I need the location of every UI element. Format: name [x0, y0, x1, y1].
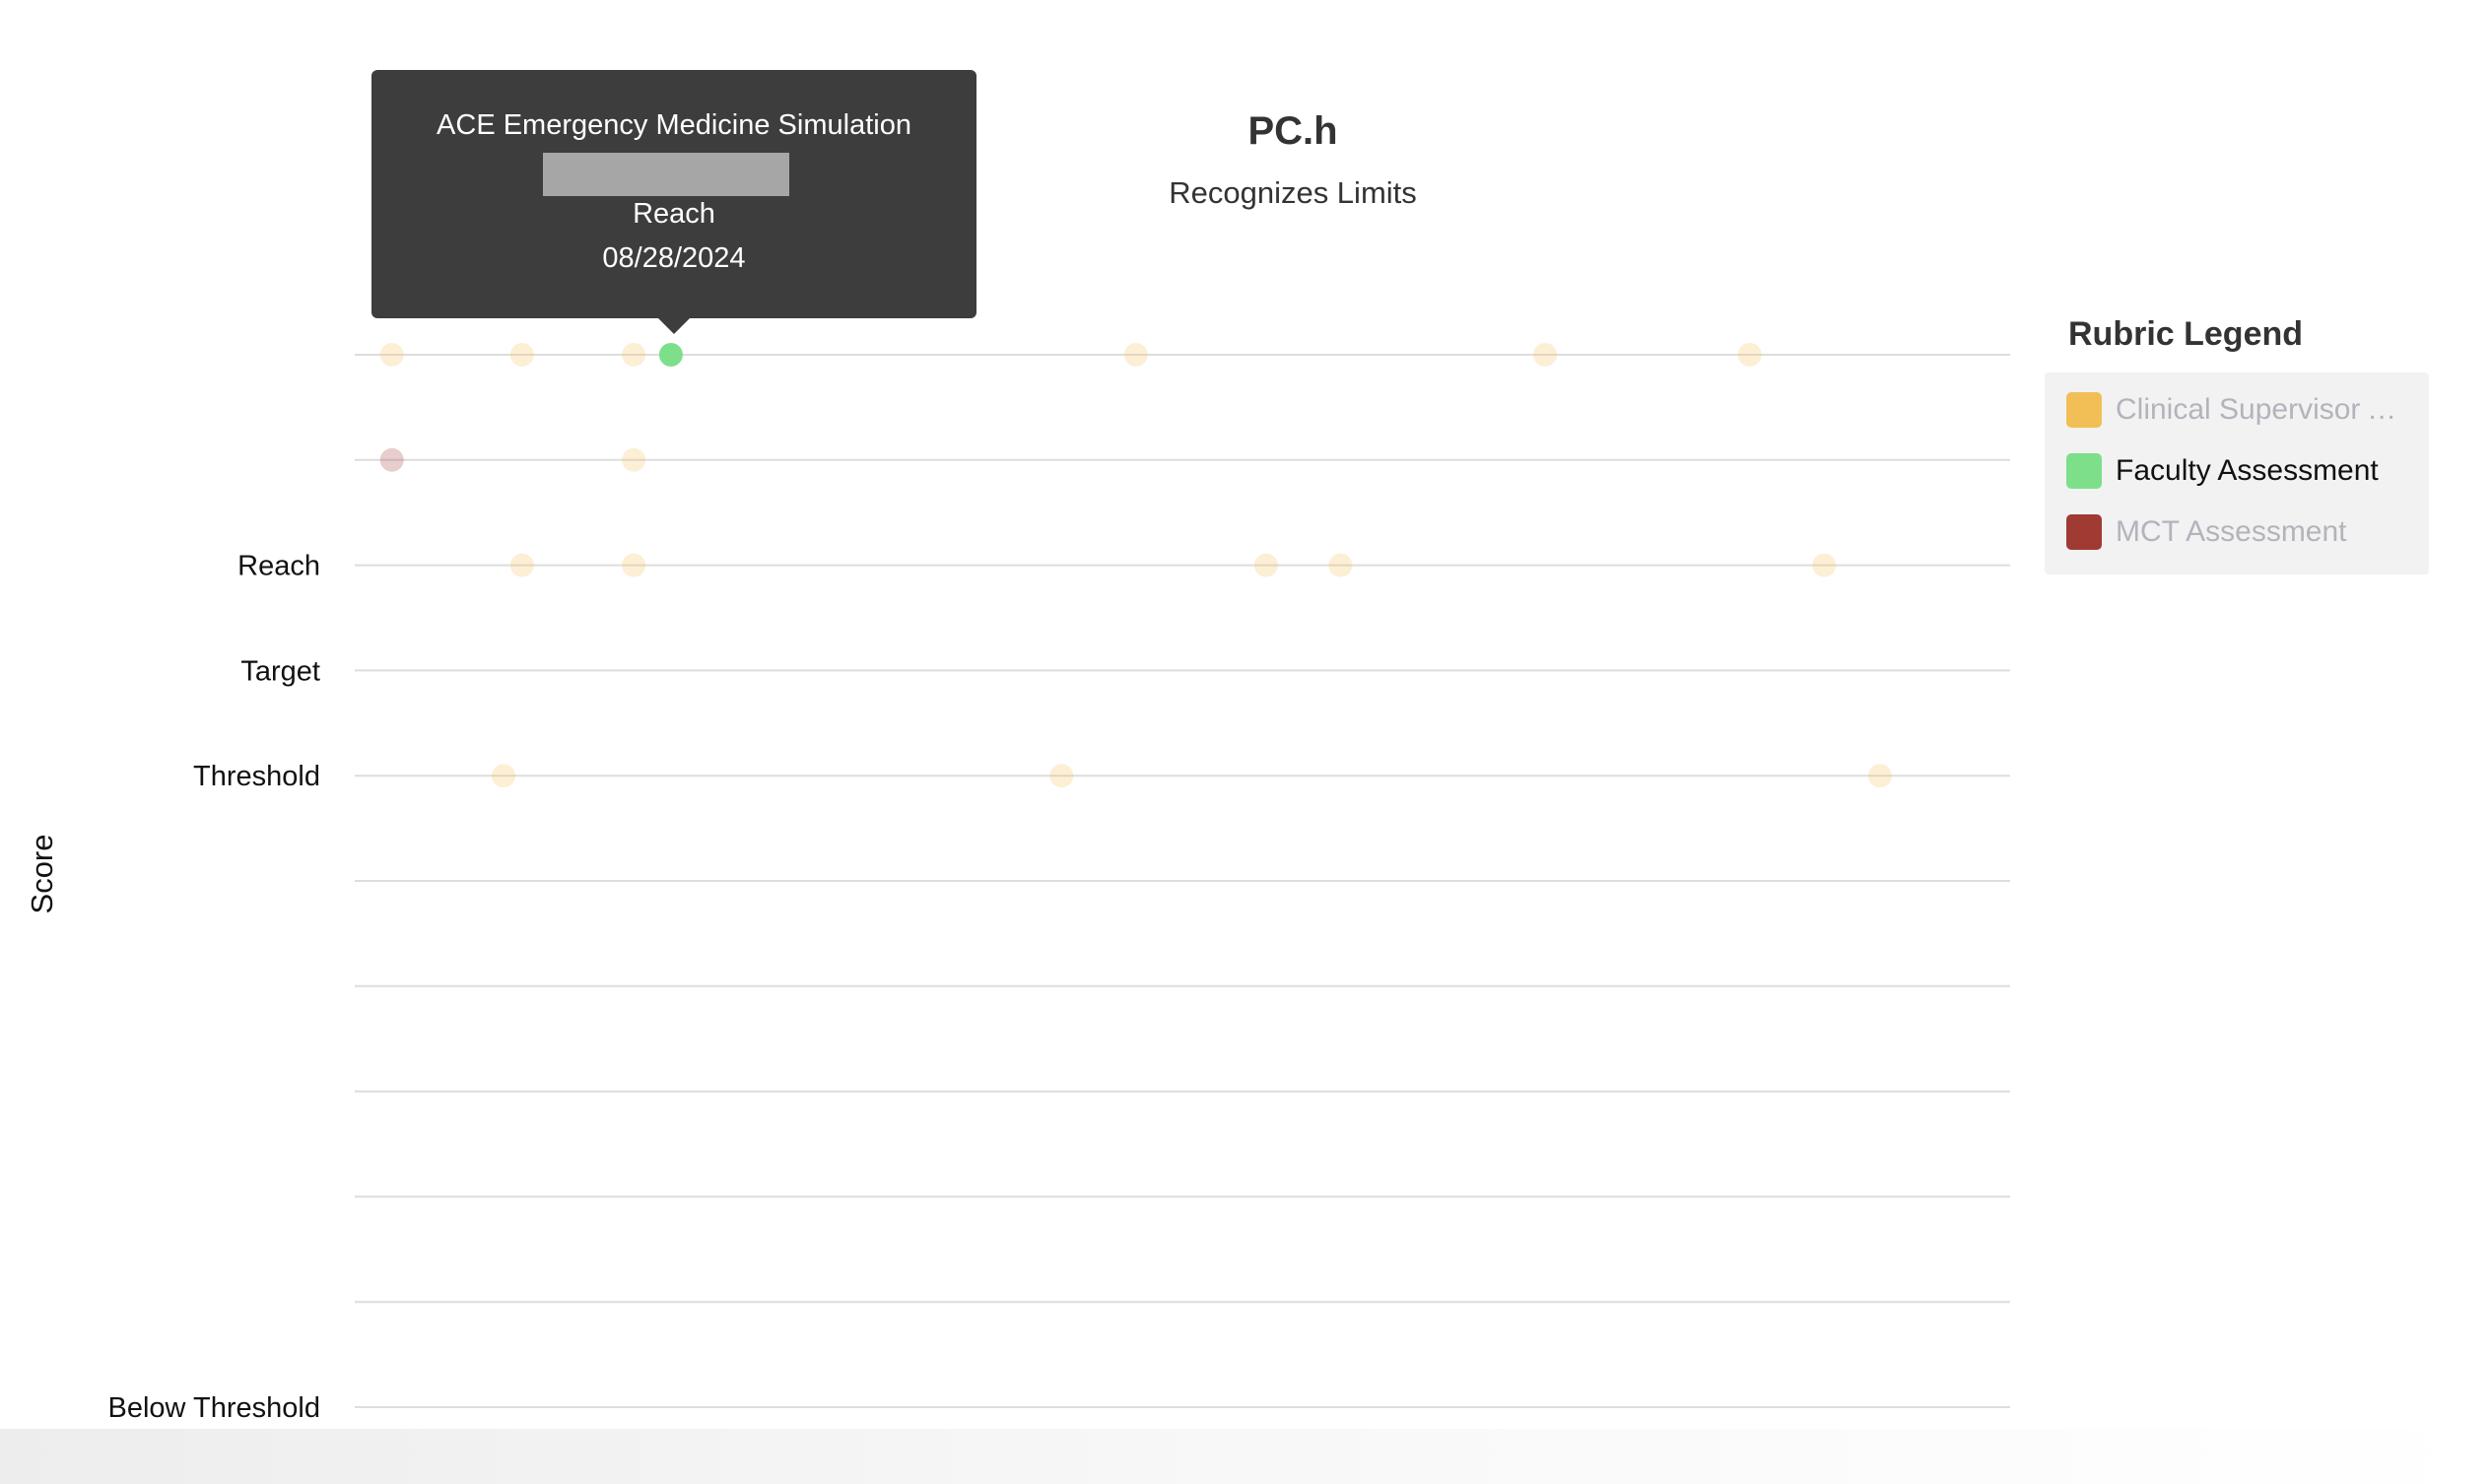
- legend-swatch-faculty-assessment: [2066, 453, 2102, 489]
- y-tick-label: Below Threshold: [108, 1392, 320, 1424]
- data-point[interactable]: [1812, 553, 1837, 577]
- grid-lines: [355, 354, 2010, 1408]
- redacted-name: [543, 153, 789, 196]
- legend-item-mct-assessment[interactable]: MCT Assessment: [2066, 512, 2421, 552]
- tooltip-title: ACE Emergency Medicine Simulation: [437, 109, 911, 141]
- legend-label: Faculty Assessment: [2116, 454, 2379, 487]
- bottom-scroll-shadow: [0, 1429, 2491, 1484]
- point-tooltip: ACE Emergency Medicine Simulation Reach …: [371, 70, 976, 318]
- y-tick-label: Reach: [237, 551, 320, 582]
- y-axis-title: Score: [25, 835, 59, 914]
- data-point[interactable]: [658, 343, 683, 367]
- legend-swatch-clinical-supervisor: [2066, 392, 2102, 428]
- data-point[interactable]: [1328, 553, 1353, 577]
- legend-swatch-mct-assessment: [2066, 514, 2102, 550]
- tooltip-date: 08/28/2024: [602, 242, 746, 274]
- data-point[interactable]: [1123, 343, 1148, 367]
- data-point[interactable]: [379, 343, 404, 367]
- chart-subtitle: Recognizes Limits: [1169, 175, 1417, 210]
- legend-label: MCT Assessment: [2116, 515, 2347, 548]
- data-point[interactable]: [509, 553, 534, 577]
- data-point[interactable]: [1737, 343, 1762, 367]
- legend-item-clinical-supervisor[interactable]: Clinical Supervisor A...: [2066, 390, 2421, 430]
- data-point[interactable]: [622, 447, 646, 472]
- data-point[interactable]: [1533, 343, 1558, 367]
- y-tick-label: Target: [240, 655, 320, 687]
- legend-title: Rubric Legend: [2068, 315, 2304, 353]
- data-point[interactable]: [622, 343, 646, 367]
- data-point[interactable]: [492, 764, 516, 788]
- legend-item-faculty-assessment[interactable]: Faculty Assessment: [2066, 451, 2421, 491]
- y-tick-label: Threshold: [193, 761, 320, 792]
- data-point[interactable]: [509, 343, 534, 367]
- data-points: [379, 343, 1892, 788]
- data-point[interactable]: [622, 553, 646, 577]
- y-axis-labels: Below Threshold Threshold Target Reach: [108, 551, 320, 1424]
- rubric-legend: Clinical Supervisor A... Faculty Assessm…: [2045, 372, 2429, 574]
- data-point[interactable]: [1049, 764, 1074, 788]
- data-point[interactable]: [1253, 553, 1278, 577]
- data-point[interactable]: [379, 447, 404, 472]
- chart-title: PC.h: [1247, 109, 1337, 153]
- tooltip-pointer: [657, 317, 691, 334]
- tooltip-level: Reach: [633, 198, 715, 230]
- legend-label: Clinical Supervisor A...: [2116, 393, 2411, 426]
- data-point[interactable]: [1867, 764, 1892, 788]
